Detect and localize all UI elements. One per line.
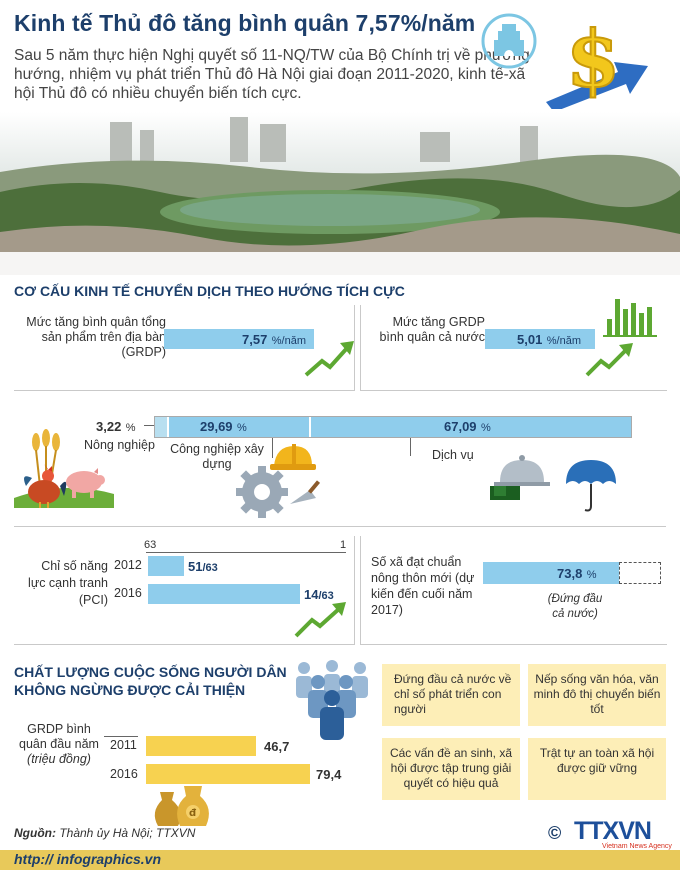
structure-bar-industry (167, 417, 311, 437)
section-quality-title-line1: CHẤT LƯỢNG CUỘC SỐNG NGƯỜI DÂN (14, 664, 287, 680)
grdp-growth-label: Mức tăng bình quân tổng sản phẩm trên đị… (26, 315, 166, 359)
economic-structure-panel: 3,22 % Nông nghiệp 29,69 % 67,09 % Công … (14, 398, 666, 527)
grdp-growth-unit: %/năm (271, 335, 307, 347)
structure-bar-agriculture (155, 417, 167, 437)
gdp-label-unit: (triệu đồng) (27, 752, 91, 766)
rural-value: 73,8 (557, 566, 583, 581)
rural-bar (483, 562, 619, 584)
services-leader-line (410, 438, 411, 456)
gear-icon (236, 466, 288, 518)
pci-panel: Chỉ số năng lực cạnh tranh (PCI) 63 1 20… (14, 536, 355, 645)
section-economy-title: CƠ CẤU KINH TẾ CHUYỂN DỊCH THEO HƯỚNG TÍ… (14, 283, 405, 299)
pci-bar-2012 (148, 556, 184, 576)
gdp-year-2011: 2011 (110, 738, 137, 752)
highlight-box-social: Các vấn đề an sinh, xã hội được tập trun… (382, 738, 520, 800)
agency-logo: TTXVN (574, 817, 652, 845)
agriculture-value: 3,22 (96, 419, 122, 434)
grdp-growth-value-group: 7,57 %/năm (242, 331, 306, 349)
food-cloche-icon (490, 455, 550, 500)
money-bag-icon: đ (154, 786, 209, 826)
national-growth-unit: %/năm (546, 335, 582, 347)
grdp-growth-value: 7,57 (242, 332, 268, 347)
gdp-year-2016: 2016 (110, 767, 138, 781)
national-growth-label: Mức tăng GRDP bình quân cả nước (379, 315, 485, 344)
pci-scale-line (146, 552, 346, 553)
source-line: Nguồn: Thành ủy Hà Nội; TTXVN (14, 826, 195, 840)
rooster-icon (24, 464, 67, 508)
grdp-growth-bar (164, 329, 314, 349)
services-unit: % (481, 422, 491, 434)
industry-value-group: 29,69 % (200, 418, 247, 436)
pci-2016-value-group: 14/63 (304, 586, 334, 604)
gdp-connector (104, 736, 138, 737)
intro-text: Sau 5 năm thực hiện Nghị quyết số 11-NQ/… (14, 47, 530, 102)
pci-scale-right: 1 (340, 539, 347, 551)
copyright-symbol: © (548, 823, 562, 843)
agriculture-value-group: 3,22 % (96, 418, 136, 436)
gdp-value-2016: 79,4 (316, 767, 342, 782)
website-link[interactable]: http:// infographics.vn (14, 851, 161, 867)
bar-chart-icon (603, 299, 657, 337)
pci-bar-2016 (148, 584, 300, 604)
rural-bar-remainder (619, 562, 661, 584)
services-label: Dịch vụ (432, 448, 474, 462)
growth-arrow-icon (304, 341, 354, 377)
umbrella-icon (566, 460, 616, 512)
structure-bar (154, 416, 632, 438)
pci-2016-total: /63 (318, 590, 334, 602)
services-value-group: 67,09 % (444, 418, 491, 436)
national-growth-value-group: 5,01 %/năm (517, 331, 581, 349)
industry-leader-line (272, 438, 273, 458)
rural-label: Số xã đạt chuẩn nông thôn mới (dự kiến đ… (371, 555, 475, 617)
pci-2012-total: /63 (202, 562, 218, 574)
national-growth-panel: Mức tăng GRDP bình quân cả nước 5,01 %/n… (360, 299, 667, 391)
gdp-label-line1: GRDP bình (27, 722, 91, 736)
industry-label: Công nghiệp xây dựng (170, 442, 264, 471)
rural-value-group: 73,8 % (557, 565, 597, 583)
svg-text:$: $ (566, 14, 620, 105)
agency-subtitle: Vietnam News Agency (602, 843, 672, 850)
dollar-arrow-icon: $ (546, 14, 648, 109)
people-icon (296, 660, 368, 740)
agriculture-label: Nông nghiệp (84, 438, 155, 452)
section-quality-title-line2: KHÔNG NGỪNG ĐƯỢC CẢI THIỆN (14, 682, 246, 698)
grdp-growth-panel: Mức tăng bình quân tổng sản phẩm trên đị… (14, 305, 355, 391)
pci-2016-rank: 14 (304, 587, 319, 602)
national-growth-value: 5,01 (517, 332, 543, 347)
pig-icon (66, 468, 105, 498)
industry-unit: % (237, 422, 247, 434)
agriculture-unit: % (125, 422, 136, 434)
highlight-box-hdi: Đứng đầu cả nước về chỉ số phát triển co… (382, 664, 520, 726)
page-title: Kinh tế Thủ đô tăng bình quân 7,57%/năm (14, 10, 476, 36)
source-label: Nguồn: (14, 826, 56, 840)
services-value: 67,09 (444, 419, 477, 434)
highlight-box-culture: Nếp sống văn hóa, văn minh đô thị chuyển… (528, 664, 666, 726)
pci-2012-rank: 51 (188, 559, 203, 574)
hanoi-cityscape-photo (0, 112, 680, 275)
svg-text:đ: đ (189, 808, 197, 819)
rural-note: (Đứng đầu cả nước) (547, 593, 603, 620)
hard-hat-icon (270, 444, 316, 470)
pci-year-2012: 2012 (114, 558, 142, 572)
pci-scale-left: 63 (144, 539, 157, 551)
footer-band (0, 850, 680, 870)
gdp-bar-2016 (146, 764, 310, 784)
agriculture-leader-line (144, 425, 156, 426)
pci-label: Chỉ số năng lực cạnh tranh (PCI) (28, 559, 108, 607)
pci-2012-value-group: 51/63 (188, 558, 218, 576)
rural-unit: % (586, 569, 597, 581)
gdp-value-2011: 46,7 (264, 739, 290, 754)
growth-arrow-icon (294, 602, 346, 638)
gdp-bar-2011 (146, 736, 256, 756)
source-text: Thành ủy Hà Nội; TTXVN (59, 826, 196, 840)
hanoi-emblem-icon (481, 13, 537, 69)
trowel-icon (290, 480, 321, 504)
highlight-box-security: Trật tự an toàn xã hội được giữ vững (528, 738, 666, 800)
national-growth-bar (485, 329, 595, 349)
industry-value: 29,69 (200, 419, 233, 434)
growth-arrow-icon (585, 343, 633, 377)
rural-panel: Số xã đạt chuẩn nông thôn mới (dự kiến đ… (360, 536, 667, 645)
pci-year-2016: 2016 (114, 586, 142, 600)
gdp-label-line2: quân đầu năm (19, 737, 99, 751)
